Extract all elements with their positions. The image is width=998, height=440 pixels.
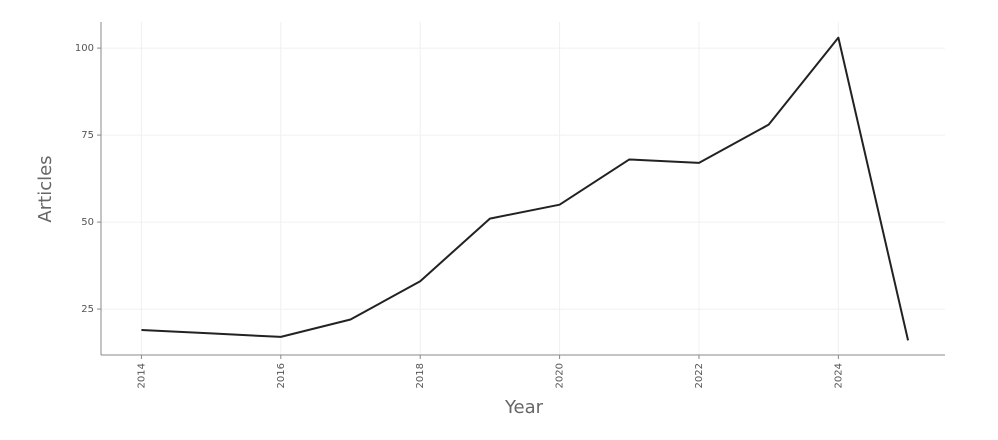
x-tick-label: 2022 bbox=[694, 363, 705, 388]
x-tick-label: 2018 bbox=[415, 363, 426, 388]
x-tick-label: 2020 bbox=[555, 363, 566, 388]
x-tick-label: 2016 bbox=[276, 363, 287, 388]
y-tick-label: 25 bbox=[81, 304, 94, 315]
y-tick-label: 50 bbox=[81, 217, 94, 228]
data-line bbox=[141, 36, 910, 341]
x-tick-label: 2014 bbox=[136, 363, 147, 388]
y-tick-label: 100 bbox=[75, 43, 94, 54]
x-axis-title: Year bbox=[504, 397, 544, 418]
x-tick-label: 2024 bbox=[833, 363, 844, 388]
y-tick-label: 75 bbox=[81, 130, 94, 141]
y-axis-title: Articles bbox=[35, 155, 56, 222]
